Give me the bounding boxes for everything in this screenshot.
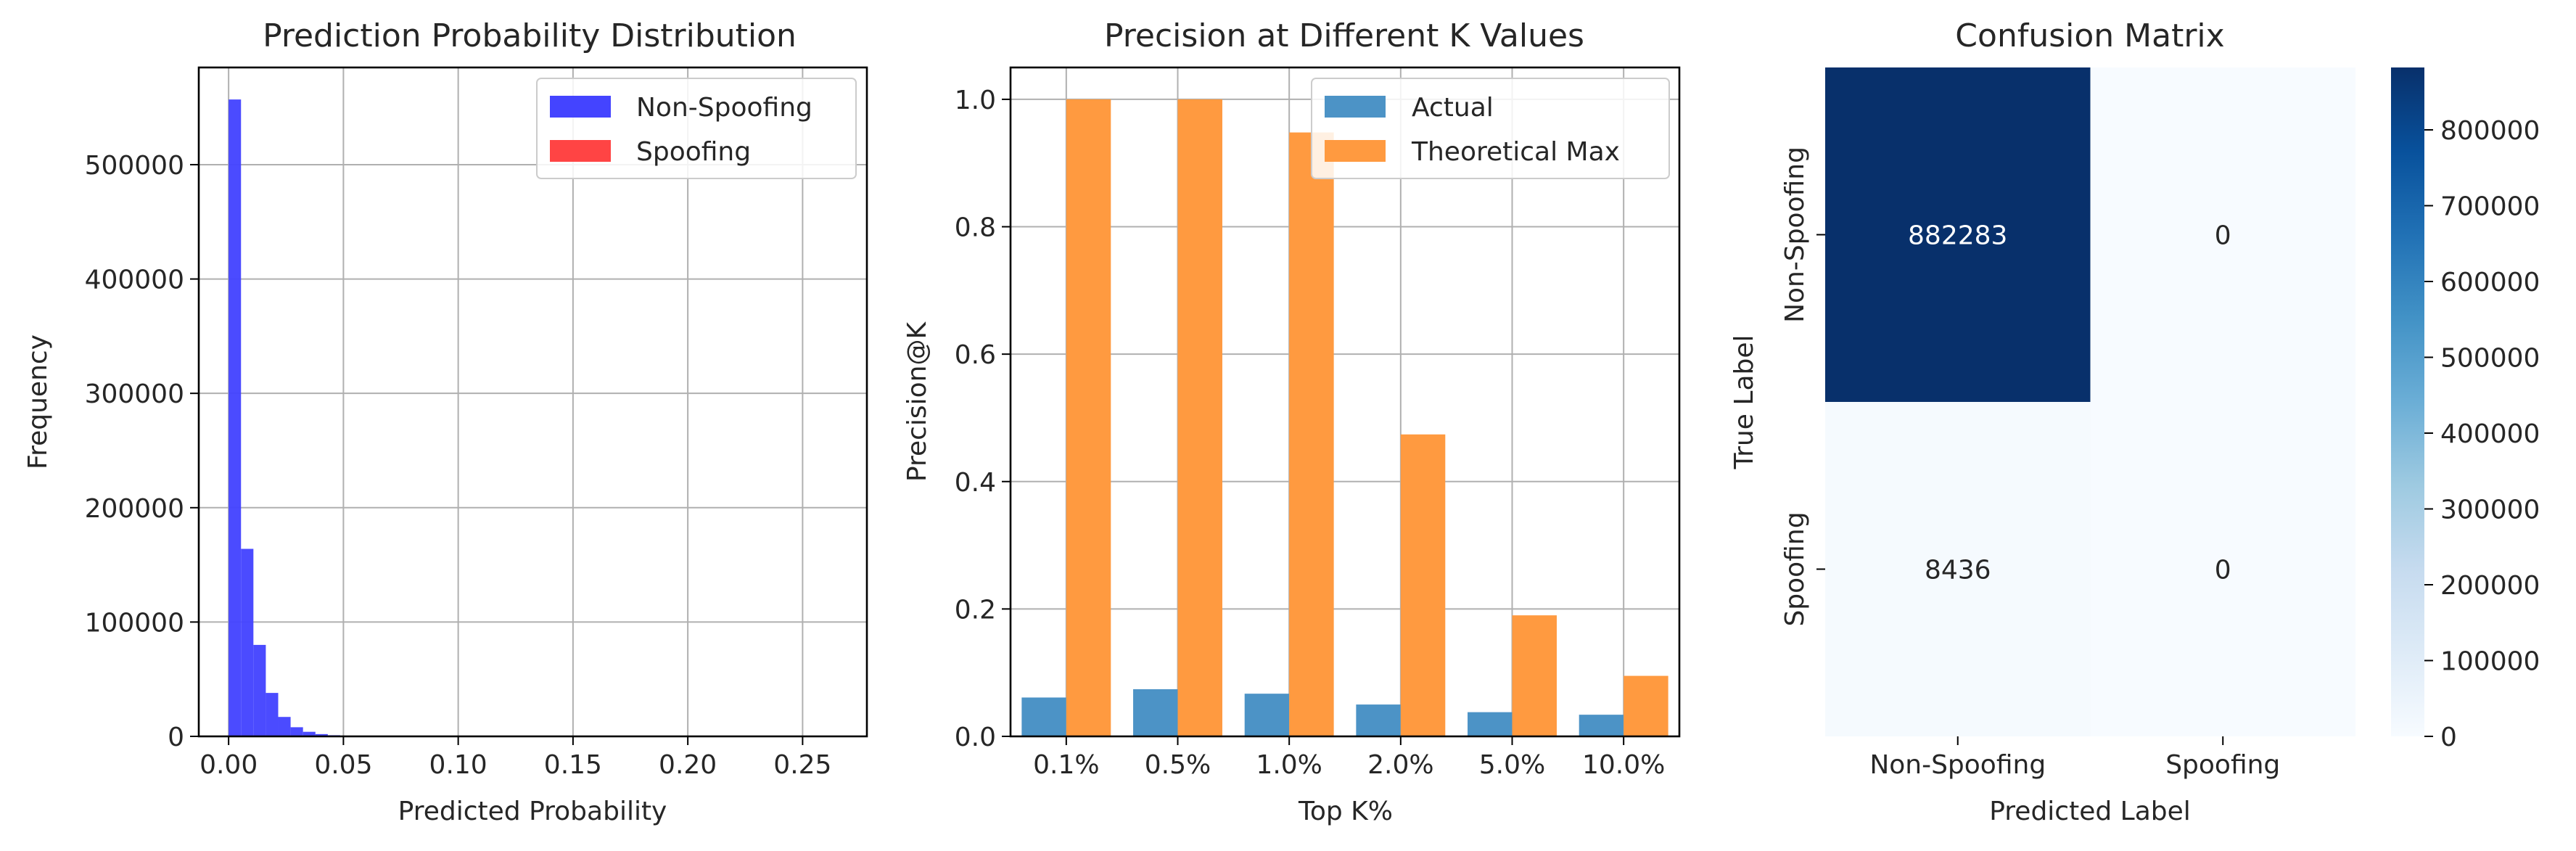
bar-actual-0-5 [1133,689,1177,736]
colorbar-tick-label: 400000 [2440,419,2540,449]
bar-actual-2-0 [1356,704,1400,736]
y-tick-label: Spoofing [1780,511,1810,626]
y-tick-label: 0.8 [955,213,996,243]
colorbar [2391,67,2424,736]
confusion-matrix-x-label: Predicted Label [1989,797,2191,826]
histogram-bar-non-spoofing [291,727,303,736]
bar-theoretical-max-10-0 [1624,676,1668,736]
confusion-matrix-panel: Confusion Matrix 882283 0 8436 0 Non-Spoofi… [1729,17,2540,826]
bar-actual-5-0 [1468,712,1512,736]
y-tick-label: 400000 [85,266,184,295]
histogram-title: Prediction Probability Distribution [263,17,797,54]
x-tick-label: 0.15 [544,750,602,780]
histogram-bar-non-spoofing [229,99,241,736]
histogram-x-ticks: 0.00 0.05 0.10 0.15 0.20 0.25 [199,736,831,780]
histogram-bars [229,99,365,736]
confusion-matrix-x-ticks: Non-Spoofing Spoofing [1869,736,2280,780]
y-tick-label: 200000 [85,494,184,524]
x-tick-label: 0.20 [659,750,717,780]
x-tick-label: 5.0% [1479,750,1545,780]
histogram-legend-swatch-spoofing [550,140,611,162]
cell-value-label: 8436 [1925,556,1991,585]
y-tick-label: 1.0 [955,86,996,115]
x-tick-label: 0.25 [773,750,831,780]
y-tick-label: 0.0 [955,723,996,752]
histogram-bar-non-spoofing [253,645,266,736]
precision-legend-label-theoretical-max: Theoretical Max [1411,137,1620,167]
colorbar-tick-label: 700000 [2440,192,2540,221]
y-tick-label: 100000 [85,608,184,638]
confusion-matrix-title: Confusion Matrix [1955,17,2224,54]
x-tick-label: 0.1% [1033,750,1099,780]
y-tick-label: 0.4 [955,468,996,498]
y-tick-label: 300000 [85,379,184,409]
y-tick-label: Non-Spoofing [1780,147,1810,323]
colorbar-tick-label: 800000 [2440,116,2540,146]
cell-value-label: 0 [2215,556,2231,585]
x-tick-label: 1.0% [1256,750,1322,780]
precision-legend-swatch-actual [1325,96,1386,118]
confusion-matrix-cells: 882283 0 8436 0 [1825,67,2355,736]
histogram-legend: Non-Spoofing Spoofing [537,78,856,178]
bar-actual-10-0 [1579,715,1624,736]
colorbar-tick-label: 0 [2440,723,2457,752]
y-tick-label: 0.2 [955,595,996,625]
x-tick-label: 0.10 [429,750,487,780]
colorbar-tick-label: 500000 [2440,343,2540,373]
x-tick-label: 0.5% [1145,750,1211,780]
precision-bars [1021,99,1668,736]
histogram-legend-swatch-non-spoofing [550,96,611,118]
colorbar-tick-label: 600000 [2440,268,2540,297]
precision-legend: Actual Theoretical Max [1312,78,1669,178]
bar-theoretical-max-2-0 [1401,435,1445,736]
bar-theoretical-max-0-5 [1178,99,1222,736]
precision-y-label: Precision@K [902,321,932,482]
bar-actual-0-1 [1021,697,1066,736]
x-tick-label: 0.05 [314,750,372,780]
histogram-panel: Prediction Probability Distribution 0.00… [23,17,867,826]
histogram-y-ticks: 0 100000 200000 300000 400000 500000 [85,151,199,752]
precision-title: Precision at Different K Values [1104,17,1584,54]
histogram-bar-non-spoofing [241,549,253,736]
x-tick-label: 2.0% [1367,750,1433,780]
precision-legend-swatch-theoretical-max [1325,140,1386,162]
precision-panel: Precision at Different K Values 0.1% 0.5%… [902,17,1679,826]
cell-value-label: 0 [2215,221,2231,251]
histogram-legend-label-spoofing: Spoofing [636,137,751,167]
x-tick-label: Non-Spoofing [1869,750,2046,780]
x-tick-label: Spoofing [2165,750,2280,780]
bar-theoretical-max-5-0 [1513,615,1557,736]
precision-y-ticks: 0.0 0.2 0.4 0.6 0.8 1.0 [955,86,1011,752]
cell-value-label: 882283 [1908,221,2007,251]
bar-theoretical-max-0-1 [1066,99,1111,736]
colorbar-tick-label: 100000 [2440,646,2540,676]
x-tick-label: 10.0% [1582,750,1665,780]
bar-actual-1-0 [1245,694,1289,736]
histogram-x-label: Predicted Probability [398,797,667,826]
confusion-matrix-y-label: True Label [1729,334,1759,469]
histogram-legend-label-non-spoofing: Non-Spoofing [636,93,812,123]
colorbar-tick-label: 300000 [2440,495,2540,525]
x-tick-label: 0.00 [199,750,258,780]
colorbar-ticks: 0 100000 200000 300000 400000 500000 600000 700… [2424,116,2540,752]
histogram-y-label: Frequency [23,334,53,469]
histogram-bar-non-spoofing [279,717,291,736]
y-tick-label: 500000 [85,151,184,181]
histogram-bar-non-spoofing [266,693,278,736]
y-tick-label: 0 [168,723,184,752]
precision-x-ticks: 0.1% 0.5% 1.0% 2.0% 5.0% 10.0% [1033,736,1665,780]
colorbar-tick-label: 200000 [2440,571,2540,601]
precision-legend-label-actual: Actual [1412,93,1494,123]
bar-theoretical-max-1-0 [1289,133,1333,736]
confusion-matrix-y-ticks: Non-Spoofing Spoofing [1780,147,1825,626]
y-tick-label: 0.6 [955,340,996,370]
precision-x-label: Top K% [1298,797,1393,826]
